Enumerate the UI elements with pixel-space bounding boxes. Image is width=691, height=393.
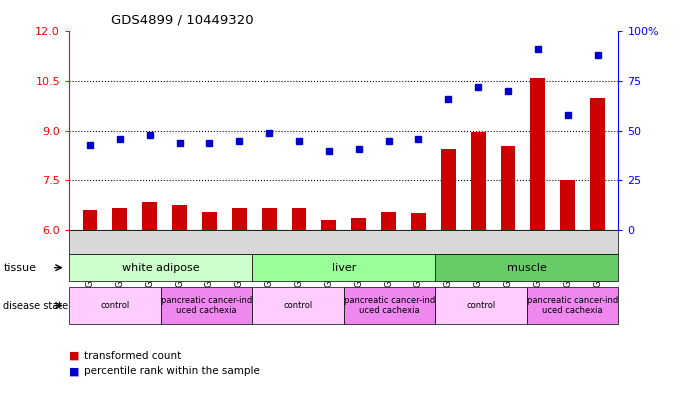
Text: pancreatic cancer-ind
uced cachexia: pancreatic cancer-ind uced cachexia [344,296,435,315]
Bar [142,202,157,230]
Bar [441,149,456,230]
Bar [321,220,337,230]
Bar [560,180,575,230]
Bar [113,208,127,230]
Bar [590,97,605,230]
Bar [292,208,306,230]
Text: control: control [466,301,495,310]
Text: ■: ■ [69,351,79,361]
Text: percentile rank within the sample: percentile rank within the sample [84,366,261,376]
Text: GDS4899 / 10449320: GDS4899 / 10449320 [111,14,253,27]
Text: pancreatic cancer-ind
uced cachexia: pancreatic cancer-ind uced cachexia [527,296,618,315]
Bar [381,212,396,230]
Text: ■: ■ [69,366,79,376]
Bar [262,208,276,230]
Text: pancreatic cancer-ind
uced cachexia: pancreatic cancer-ind uced cachexia [161,296,252,315]
Text: white adipose: white adipose [122,263,200,273]
Bar [172,205,187,230]
Text: transformed count: transformed count [84,351,182,361]
Bar [411,213,426,230]
Bar [500,145,515,230]
Bar [351,219,366,230]
Text: muscle: muscle [507,263,547,273]
Text: tissue: tissue [3,263,37,273]
Bar [82,210,97,230]
Text: disease state: disease state [3,301,68,310]
Bar [202,212,217,230]
Text: liver: liver [332,263,356,273]
Bar [531,78,545,230]
Bar [471,132,486,230]
Text: control: control [100,301,129,310]
Text: control: control [283,301,312,310]
Bar [231,208,247,230]
